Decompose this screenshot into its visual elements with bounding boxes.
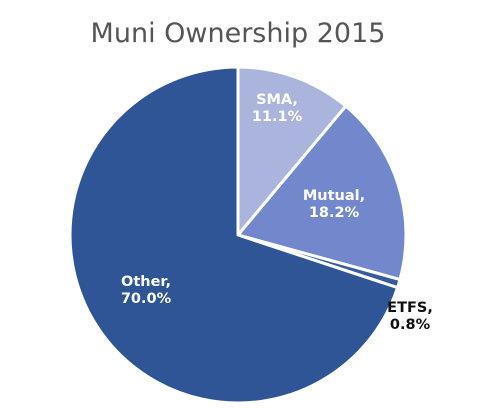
chart-title: Muni Ownership 2015 (91, 18, 386, 49)
pie-slices (68, 65, 408, 405)
slice-label-sma: SMA, 11.1% (252, 92, 303, 125)
pie-slice-mutual (236, 104, 408, 282)
pie-slice-other (68, 65, 400, 405)
slice-labels: SMA, 11.1% Mutual, 18.2% ETFS, 0.8% Other, 70.0… (121, 92, 433, 333)
slice-label-mutual: Mutual, 18.2% (303, 188, 365, 221)
pie-slice-sma (236, 65, 348, 237)
slice-label-etfs: ETFS, 0.8% (387, 300, 433, 333)
slice-label-other: Other, 70.0% (121, 274, 172, 307)
